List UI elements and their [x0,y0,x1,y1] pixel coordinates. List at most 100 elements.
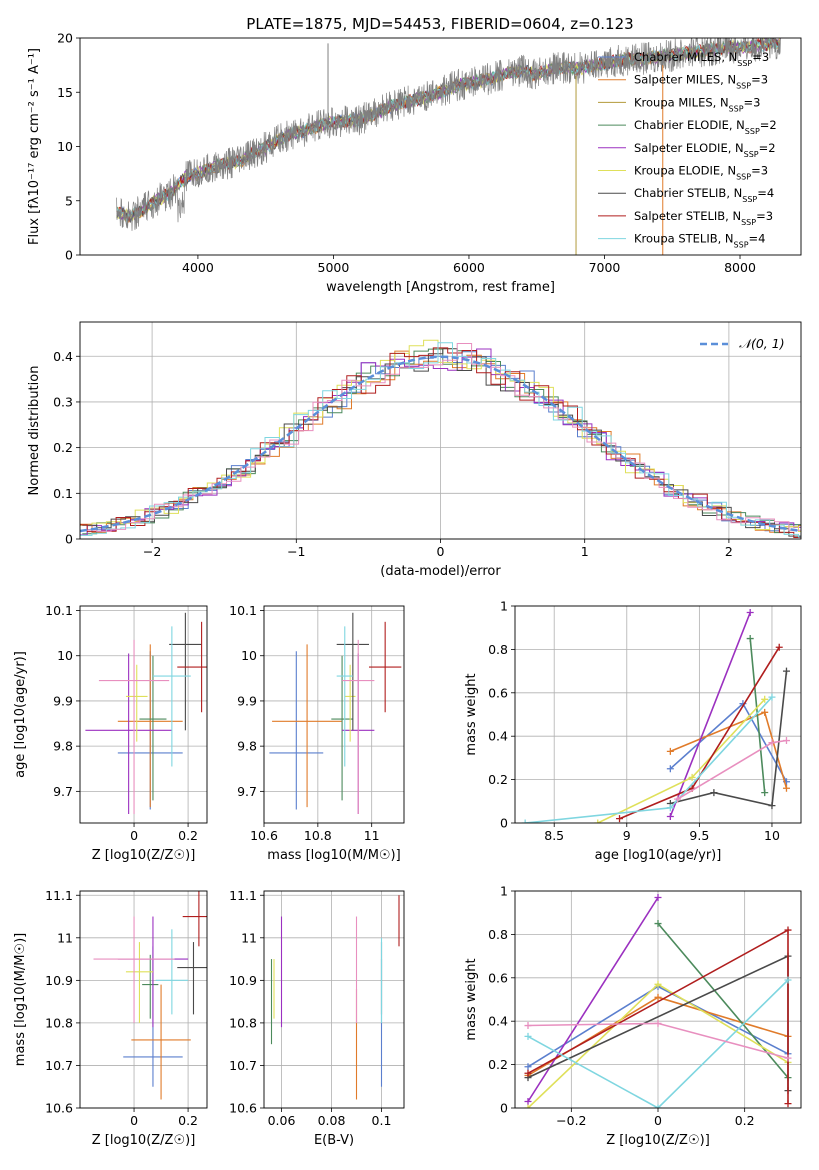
mass-weight-marker [524,1063,532,1071]
y-tick-label: 9.7 [237,784,257,799]
y-tick-label: 15 [57,85,73,100]
mass-weight-marker [594,819,602,823]
mass-weight-marker [666,804,674,812]
y-tick-label: 0 [500,1101,508,1116]
mass-vs-metallicity-panel: 0 0.2 10.6 10.7 10.8 10.9 11 11.1 Z [log10(Z/Z☉)… [13,888,208,1148]
x-tick-label: 0.2 [178,1113,198,1128]
mass-weight-marker [782,667,790,675]
mass-weight-marker [666,747,674,755]
plot-area [269,612,402,814]
y-tick-label: 0.2 [488,1057,508,1072]
y-tick-label: 11.1 [45,888,73,903]
axes-frame [514,890,802,1109]
spectrum-legend: Chabrier MILES, NSSP=3 Salpeter MILES, NS… [598,50,777,249]
mass-weight-marker [761,708,769,716]
y-tick-label: 9.9 [53,693,73,708]
x-axis-label: mass [log10(M/M☉)] [267,848,400,863]
axes-frame [263,890,405,1109]
mass-weight-marker [654,993,662,1001]
residual-histogram [80,351,801,536]
x-tick-label: 0.06 [268,1113,296,1128]
x-tick-label: 11 [364,828,380,843]
mass-weight-marker [524,1022,532,1030]
mass-weight-marker [654,980,662,988]
y-tick-label: 9.9 [237,693,257,708]
mass-weight-line [527,979,789,1108]
y-tick-label: 10.8 [229,1015,257,1030]
axes-frame [263,605,405,824]
mass-weight-marker [524,1097,532,1105]
x-tick-label: −1 [287,544,305,559]
y-tick-label: 1 [500,599,508,614]
mass-weight-line [525,696,773,823]
y-tick-label: 11 [241,930,257,945]
observed-spectrum-line [116,38,781,231]
y-tick-label: 10 [57,648,73,663]
y-tick-label: 0.8 [488,642,508,657]
mass-weight-marker [784,976,792,984]
mass-weight-marker [654,1019,662,1027]
y-tick-label: 0 [65,248,73,263]
axes-frame [514,605,802,824]
mass-weight-marker [674,795,682,803]
x-tick-label: 9.5 [689,828,709,843]
plot-area [80,339,801,538]
y-tick-label: 10.1 [229,603,257,618]
mass-weight-marker [666,812,674,820]
mass-weight-marker [761,789,769,797]
y-axis-label: Flux [fλ10⁻¹⁷ erg cm⁻² s⁻¹ A⁻¹] [27,48,42,245]
mass-weight-marker [654,1104,662,1108]
y-tick-label: 10.8 [45,1015,73,1030]
mass-weight-line [527,897,659,1102]
age-vs-mass-panel: 10.6 10.8 11 9.7 9.8 9.9 10 10.1 mass [log10(M/M… [229,603,405,863]
x-axis-label: Z [log10(Z/Z☉)] [606,1133,710,1148]
x-tick-label: 0 [437,544,445,559]
x-tick-label: 4000 [182,260,214,275]
y-tick-label: 0 [65,532,73,547]
axes-frame [79,321,802,540]
x-tick-label: 5000 [318,260,350,275]
legend-label: Kroupa ELODIE, NSSP=3 [634,164,768,182]
plot-area [116,38,781,255]
plot-area [270,895,400,1100]
mass-weight-marker [775,643,783,651]
mass-weight-marker [524,1032,532,1040]
plot-area [93,891,207,1100]
y-tick-label: 9.8 [237,739,257,754]
y-tick-label: 20 [57,31,73,46]
x-tick-label: 0 [130,828,138,843]
residual-histogram [80,342,801,538]
y-tick-label: 10.9 [45,973,73,988]
mass-weight-marker [688,773,696,781]
spectrum-panel: 4000 5000 6000 7000 8000 0 5 10 15 20 wavelength [… [27,31,802,295]
y-axis-label: mass weight [464,673,479,755]
legend-label: Kroupa STELIB, NSSP=4 [634,232,765,250]
age-vs-metallicity-panel: 0 0.2 9.7 9.8 9.9 10 10.1 Z [log10(Z/Z☉)] age [l… [13,603,208,863]
mass-weight-marker [761,695,769,703]
mass-weight-marker [746,635,754,643]
mass-weight-line [670,671,788,807]
legend-label: Salpeter STELIB, NSSP=3 [634,209,773,227]
mass-weight-line [749,638,766,793]
x-tick-label: −0.2 [556,1113,586,1128]
mass-weight-marker [782,784,790,792]
x-tick-label: 8.5 [544,828,564,843]
y-tick-label: 0.1 [53,486,73,501]
mass-weight-marker [782,737,790,745]
residual-histogram [80,347,801,538]
mass-weight-line [677,739,787,800]
weight-vs-age-panel: 8.5 9 9.5 10 0 0.2 0.4 0.6 0.8 1 age [log10(age/yr… [464,599,802,863]
x-tick-label: 10 [764,828,780,843]
legend-label: Kroupa MILES, NSSP=3 [634,95,760,113]
y-tick-label: 0.4 [53,349,73,364]
y-axis-label: mass [log10(M/M☉)] [13,933,28,1066]
plot-area [524,894,792,1108]
residual-histogram [82,343,801,532]
weight-vs-metallicity-panel: −0.2 0 0.2 0 0.2 0.4 0.6 0.8 1 Z [log10(Z/Z☉)] mas… [464,884,802,1148]
x-tick-label: 10.8 [304,828,332,843]
y-axis-label: Normed distribution [27,366,42,496]
figure-title: PLATE=1875, MJD=54453, FIBERID=0604, z=0… [246,15,633,33]
mass-weight-marker [616,815,624,823]
y-tick-label: 5 [65,193,73,208]
